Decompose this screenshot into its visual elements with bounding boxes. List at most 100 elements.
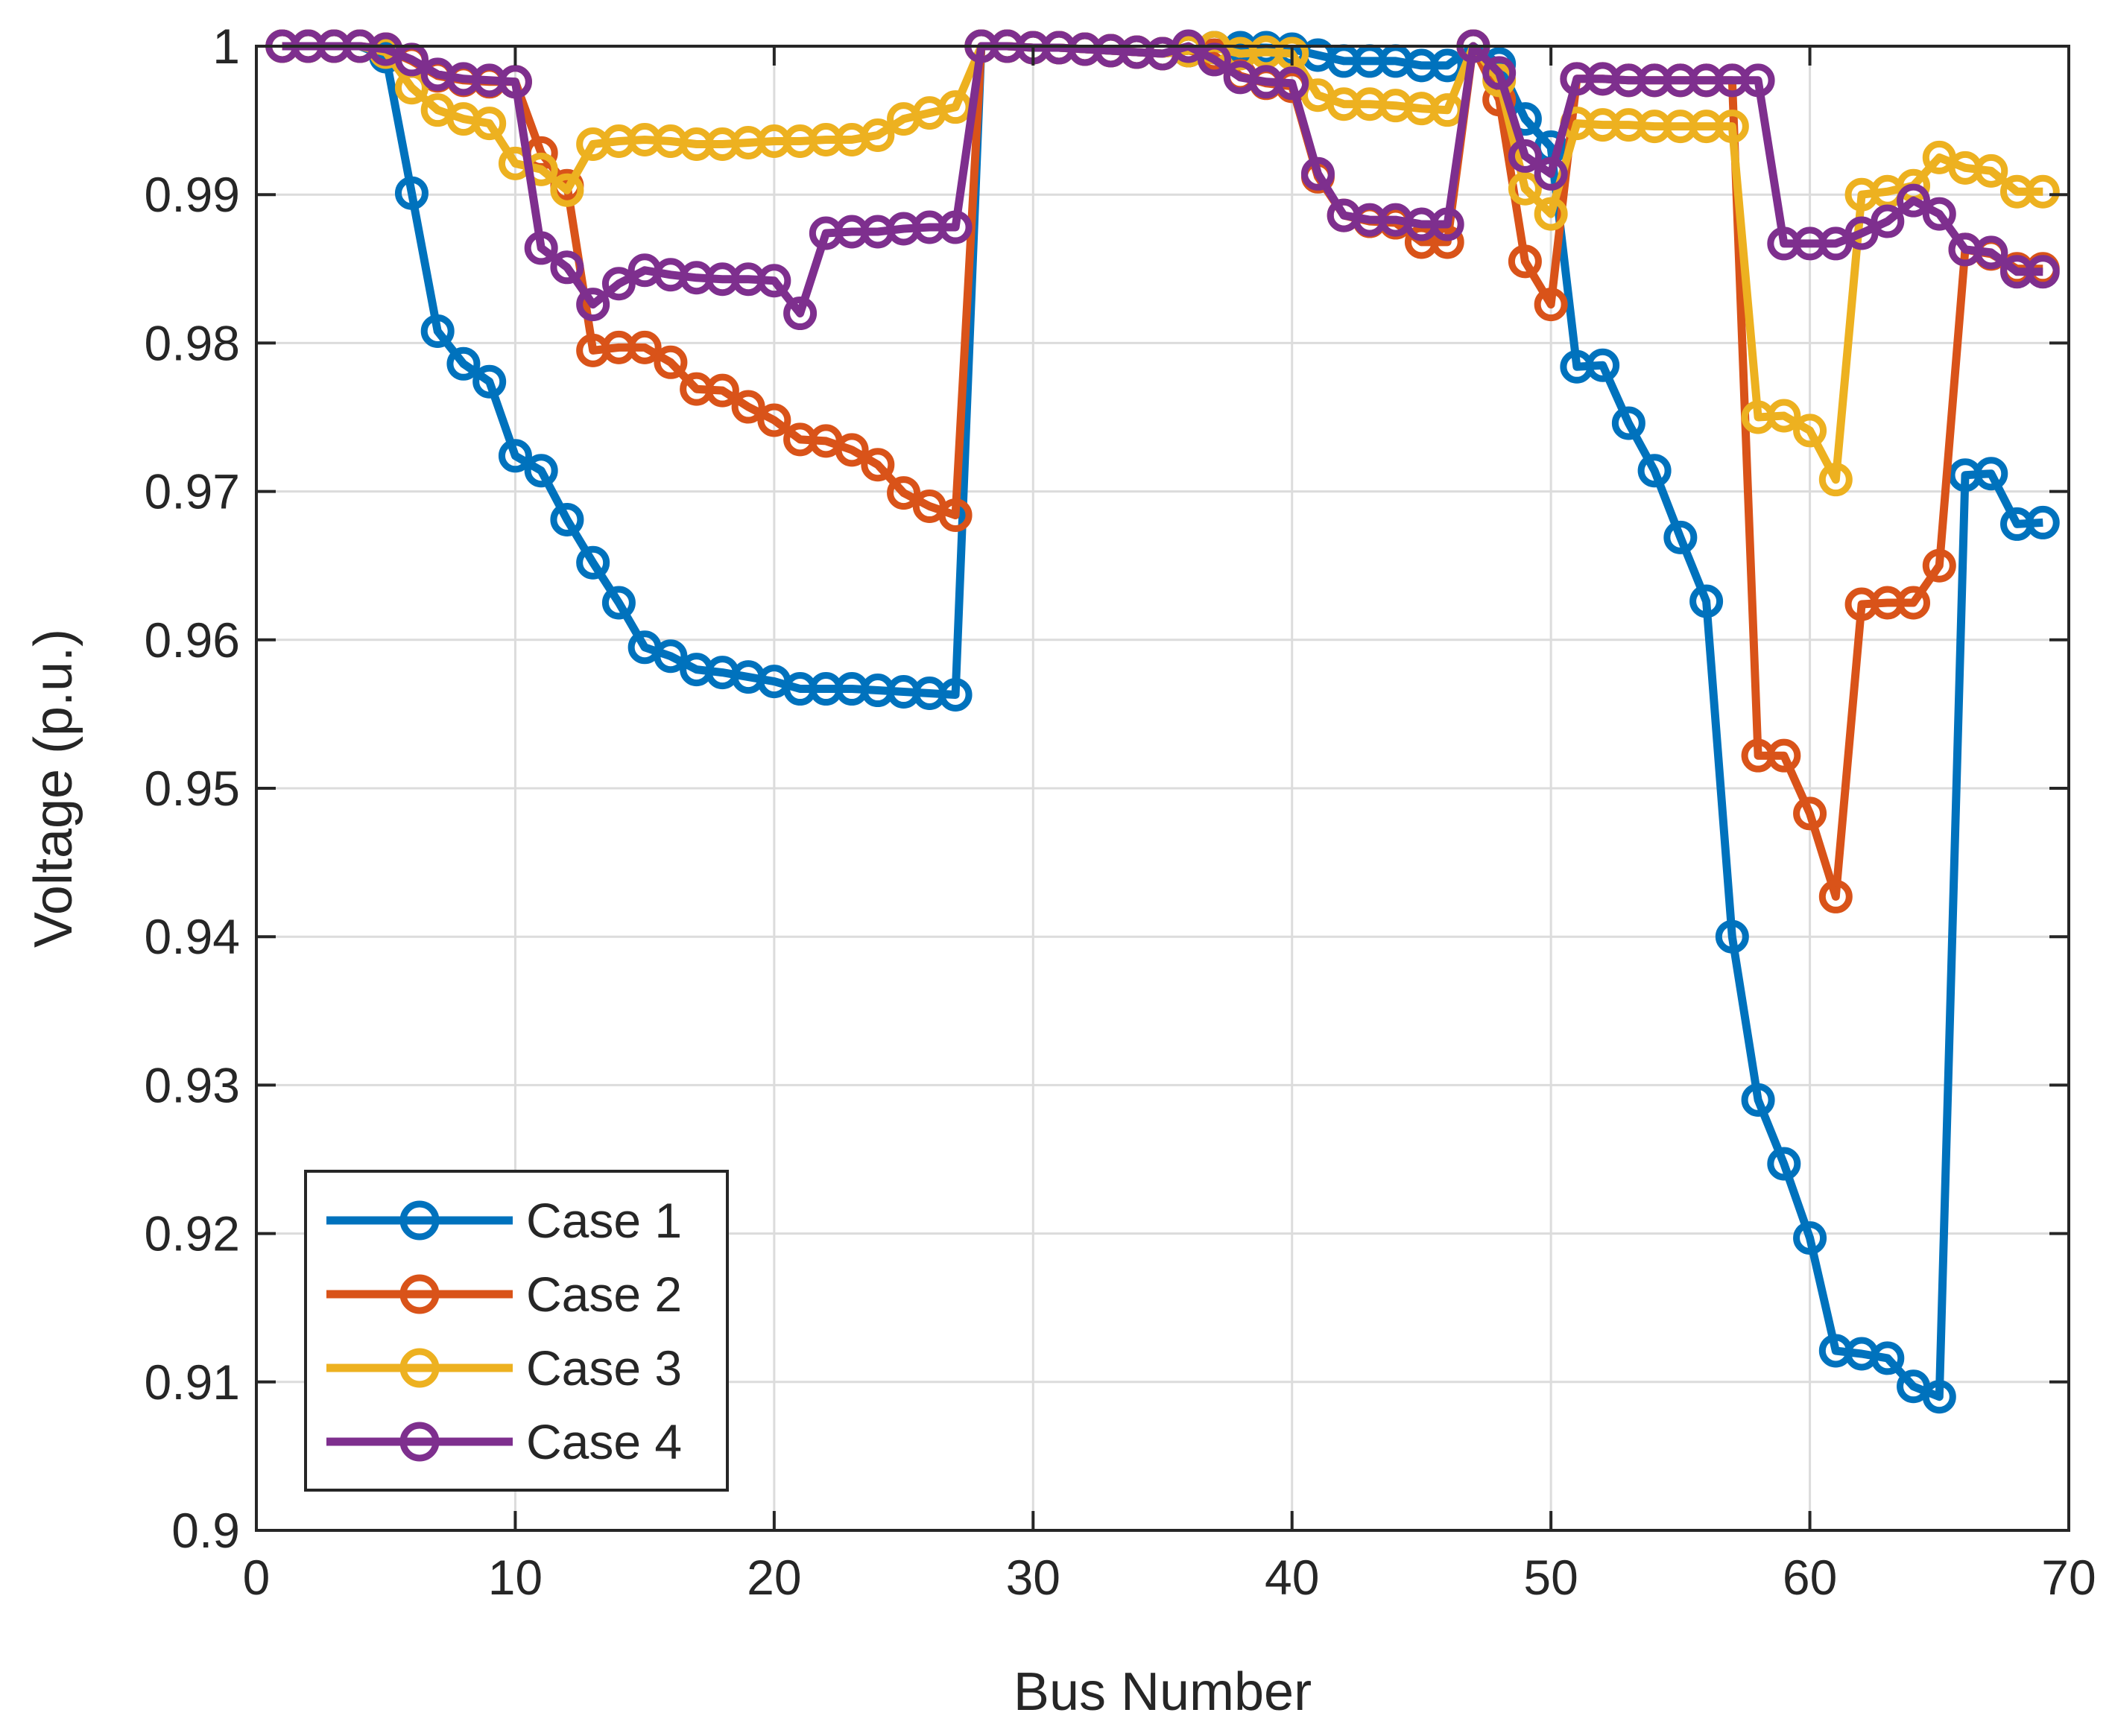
y-tick-label: 0.96: [145, 612, 240, 668]
y-axis-label: Voltage (p.u.): [24, 629, 83, 948]
data-point: [938, 498, 973, 532]
data-point: [1741, 63, 1775, 98]
data-point: [550, 173, 584, 207]
data-point: [654, 345, 688, 379]
data-point: [705, 373, 739, 408]
data-point: [1586, 348, 1620, 382]
data-point: [498, 65, 532, 99]
data-point: [1300, 156, 1335, 191]
data-point: [1430, 207, 1464, 241]
data-point: [731, 390, 765, 424]
legend-marker: [399, 1200, 440, 1241]
data-point: [1508, 171, 1542, 206]
x-tick-label: 60: [1783, 1550, 1837, 1605]
series-4: [265, 29, 2060, 331]
y-tick-label: 0.91: [145, 1355, 240, 1410]
data-point: [1430, 48, 1464, 83]
y-tick-label: 0.93: [145, 1057, 240, 1112]
data-point: [1871, 204, 1905, 238]
axis-ticks: 0 10 20 30 40 50 60 70 0.9 0.91 0.92 0.93 0.94 0.95 0.…: [145, 19, 2096, 1605]
data-point: [887, 476, 921, 510]
data-point: [1534, 288, 1568, 322]
data-point: [498, 439, 532, 473]
data-point: [938, 678, 973, 712]
data-point: [576, 288, 610, 322]
data-point: [783, 297, 818, 331]
y-tick-label: 0.99: [145, 167, 240, 222]
data-point: [1897, 586, 1931, 620]
data-point: [2026, 505, 2060, 539]
data-point: [654, 639, 688, 674]
legend-marker: [399, 1348, 440, 1388]
data-point: [472, 107, 507, 141]
data-point: [394, 176, 429, 210]
data-point: [1793, 414, 1827, 448]
legend-label: Case 2: [526, 1267, 682, 1322]
x-tick-label: 10: [488, 1550, 543, 1605]
data-point: [601, 586, 636, 620]
x-tick-label: 0: [243, 1550, 271, 1605]
data-point: [1793, 796, 1827, 831]
data-point: [1534, 156, 1568, 191]
x-tick-label: 30: [1006, 1550, 1060, 1605]
data-point: [938, 210, 973, 244]
data-point: [1741, 1083, 1775, 1117]
data-point: [757, 403, 791, 437]
data-point: [1534, 197, 1568, 231]
legend-item: Case 2: [326, 1267, 682, 1322]
data-point: [420, 314, 455, 348]
data-point: [1611, 406, 1645, 440]
y-tick-label: 0.95: [145, 761, 240, 816]
data-point: [1689, 584, 1724, 618]
data-point: [1844, 216, 1879, 250]
data-point: [1871, 1341, 1905, 1375]
data-point: [524, 231, 558, 265]
x-tick-label: 70: [2041, 1550, 2096, 1605]
data-point: [1508, 244, 1542, 279]
x-tick-label: 20: [747, 1550, 801, 1605]
data-point: [1482, 56, 1517, 90]
data-point: [1508, 139, 1542, 173]
data-point: [627, 330, 662, 364]
legend-marker: [399, 1422, 440, 1462]
data-point: [1818, 463, 1853, 497]
data-point: [1663, 520, 1698, 554]
legend-item: Case 4: [326, 1414, 682, 1469]
data-point: [757, 264, 791, 298]
x-axis-label: Bus Number: [1014, 1662, 1312, 1722]
legend-item: Case 1: [326, 1193, 682, 1248]
data-point: [1922, 548, 1956, 583]
data-point: [576, 545, 610, 580]
legend-label: Case 1: [526, 1193, 682, 1248]
data-point: [2026, 174, 2060, 209]
data-point: [1922, 1380, 1956, 1414]
y-tick-label: 0.92: [145, 1206, 240, 1261]
data-point: [472, 364, 507, 399]
data-point: [1767, 399, 1801, 433]
data-point: [1922, 197, 1956, 231]
data-point: [1974, 457, 2008, 491]
data-point: [1793, 1221, 1827, 1255]
data-point: [1430, 225, 1464, 259]
legend: Case 1 Case 2 Case 3 Case 4: [304, 1170, 729, 1492]
legend-label: Case 4: [526, 1414, 682, 1469]
data-point: [1715, 110, 1749, 144]
legend-label: Case 3: [526, 1340, 682, 1396]
y-tick-label: 0.97: [145, 464, 240, 519]
data-point: [1275, 66, 1309, 101]
data-point: [1974, 235, 2008, 270]
data-point: [1974, 153, 2008, 188]
data-point: [446, 346, 481, 381]
x-tick-label: 40: [1265, 1550, 1319, 1605]
data-point: [861, 448, 895, 482]
data-point: [550, 250, 584, 285]
data-point: [1818, 879, 1853, 913]
data-point: [861, 118, 895, 153]
data-point: [2026, 255, 2060, 289]
data-point: [1767, 1147, 1801, 1181]
data-point: [1767, 738, 1801, 773]
data-point: [524, 454, 558, 488]
y-tick-label: 1: [212, 19, 240, 74]
